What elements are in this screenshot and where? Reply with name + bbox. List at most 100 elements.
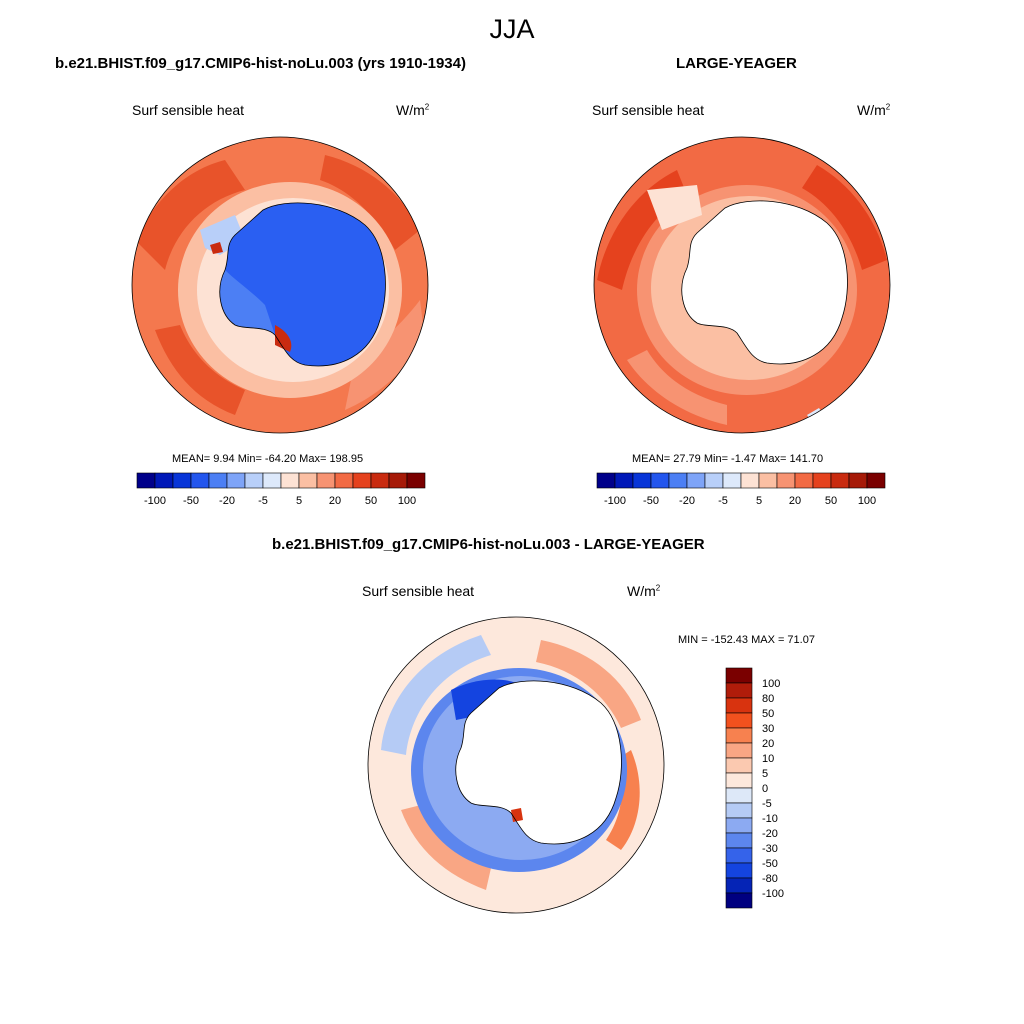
positive-band	[606, 750, 640, 850]
band-strong	[802, 165, 887, 270]
colorbar-tick-label: 50	[762, 708, 774, 720]
colorbar-tick-label: 100	[398, 495, 416, 507]
coastline	[681, 200, 848, 365]
colorbar-tick-label: -80	[762, 873, 778, 885]
colorbar-tick-label: -5	[718, 495, 728, 507]
positive-hotspot	[210, 242, 223, 254]
band-strong	[320, 155, 420, 250]
map-border	[367, 616, 665, 914]
panel-obs-stats: MEAN= 27.79 Min= -1.47 Max= 141.70	[632, 453, 824, 465]
colorbar-swatch	[758, 472, 778, 489]
colorbar-tick-label: -5	[258, 495, 268, 507]
colorbar-obs: -100 -50 -20 -5 5 20 50 100	[596, 472, 886, 507]
colorbar-swatch	[226, 472, 246, 489]
colorbar-swatch	[725, 772, 753, 789]
diff-panel-minmax: MIN = -152.43 MAX = 71.07	[678, 634, 815, 646]
colorbar-tick-label: -50	[643, 495, 659, 507]
colorbar-swatch	[725, 727, 753, 744]
colorbar-swatch	[370, 472, 390, 489]
colorbar-swatch	[614, 472, 634, 489]
colorbar-swatch	[190, 472, 210, 489]
colorbar-swatch	[352, 472, 372, 489]
diff-panel-units: W/m2	[627, 583, 661, 599]
colorbar-swatch	[776, 472, 796, 489]
band-mid	[345, 300, 425, 410]
colorbar-tick-label: 0	[762, 783, 768, 795]
colorbar-tick-label: 80	[762, 693, 774, 705]
colorbar-swatch	[725, 682, 753, 699]
colorbar-tick-label: -50	[762, 858, 778, 870]
panel-obs-title: LARGE-YEAGER	[676, 55, 797, 72]
colorbar-swatch	[725, 757, 753, 774]
coastline	[455, 680, 622, 845]
colorbar-tick-label: -30	[762, 843, 778, 855]
colorbar-tick-label: 50	[365, 495, 377, 507]
colorbar-swatch	[830, 472, 850, 489]
weak-positive-patch	[647, 185, 702, 230]
colorbar-swatch	[725, 892, 753, 909]
colorbar-swatch	[866, 472, 886, 489]
positive-band	[401, 805, 491, 890]
panel-model-title: b.e21.BHIST.f09_g17.CMIP6-hist-noLu.003 …	[55, 55, 466, 72]
band-mid	[627, 350, 727, 425]
colorbar-tick-label: 50	[825, 495, 837, 507]
colorbar-model: -100 -50 -20 -5 5 20 50 100	[136, 472, 426, 507]
colorbar-swatch	[244, 472, 264, 489]
colorbar-swatch	[725, 862, 753, 879]
colorbar-swatch	[298, 472, 318, 489]
panel-model-variable: Surf sensible heat	[132, 102, 245, 118]
colorbar-swatch	[704, 472, 724, 489]
colorbar-swatch	[650, 472, 670, 489]
positive-hotspot	[275, 325, 292, 352]
colorbar-tick-label: -100	[604, 495, 626, 507]
antarctica-land	[681, 200, 848, 364]
colorbar-tick-label: 100	[762, 678, 780, 690]
colorbar-tick-label: -100	[762, 888, 784, 900]
panel-obs-variable: Surf sensible heat	[592, 102, 705, 118]
diff-panel-variable: Surf sensible heat	[362, 583, 475, 599]
land-weak-negative	[219, 270, 275, 335]
colorbar-tick-label: -50	[183, 495, 199, 507]
colorbar-swatch	[725, 847, 753, 864]
colorbar-swatch	[725, 832, 753, 849]
colorbar-tick-label: 20	[762, 738, 774, 750]
colorbar-tick-label: 20	[789, 495, 801, 507]
band-strong	[135, 160, 245, 270]
panel-model-units: W/m2	[396, 102, 430, 118]
colorbar-swatch	[725, 802, 753, 819]
band-strong	[155, 325, 245, 415]
colorbar-swatch	[632, 472, 652, 489]
season-title: JJA	[489, 14, 535, 44]
colorbar-swatch	[136, 472, 156, 489]
colorbar-swatch	[280, 472, 300, 489]
colorbar-swatch	[740, 472, 760, 489]
colorbar-swatch	[596, 472, 616, 489]
diff-panel-map	[367, 616, 665, 914]
colorbar-swatch	[725, 712, 753, 729]
weak-negative-band	[381, 635, 491, 755]
colorbar-swatch	[725, 742, 753, 759]
colorbar-swatch	[725, 697, 753, 714]
diff-panel-title: b.e21.BHIST.f09_g17.CMIP6-hist-noLu.003 …	[272, 536, 705, 553]
colorbar-swatch	[812, 472, 832, 489]
positive-band	[536, 640, 641, 728]
colorbar-swatch	[686, 472, 706, 489]
colorbar-tick-label: -20	[219, 495, 235, 507]
colorbar-swatch	[722, 472, 742, 489]
colorbar-tick-label: 5	[756, 495, 762, 507]
colorbar-swatch	[794, 472, 814, 489]
panel-model-stats: MEAN= 9.94 Min= -64.20 Max= 198.95	[172, 453, 364, 465]
positive-hotspot	[511, 808, 523, 822]
colorbar-swatch	[154, 472, 174, 489]
antarctica-land	[455, 680, 622, 844]
panel-obs-units: W/m2	[857, 102, 891, 118]
panel-obs-map	[593, 136, 891, 434]
coastline	[219, 202, 386, 367]
colorbar-swatch	[725, 667, 753, 684]
colorbar-swatch	[725, 787, 753, 804]
colorbar-swatch	[172, 472, 192, 489]
map-border	[131, 136, 429, 434]
colorbar-swatch	[262, 472, 282, 489]
colorbar-tick-label: -100	[144, 495, 166, 507]
